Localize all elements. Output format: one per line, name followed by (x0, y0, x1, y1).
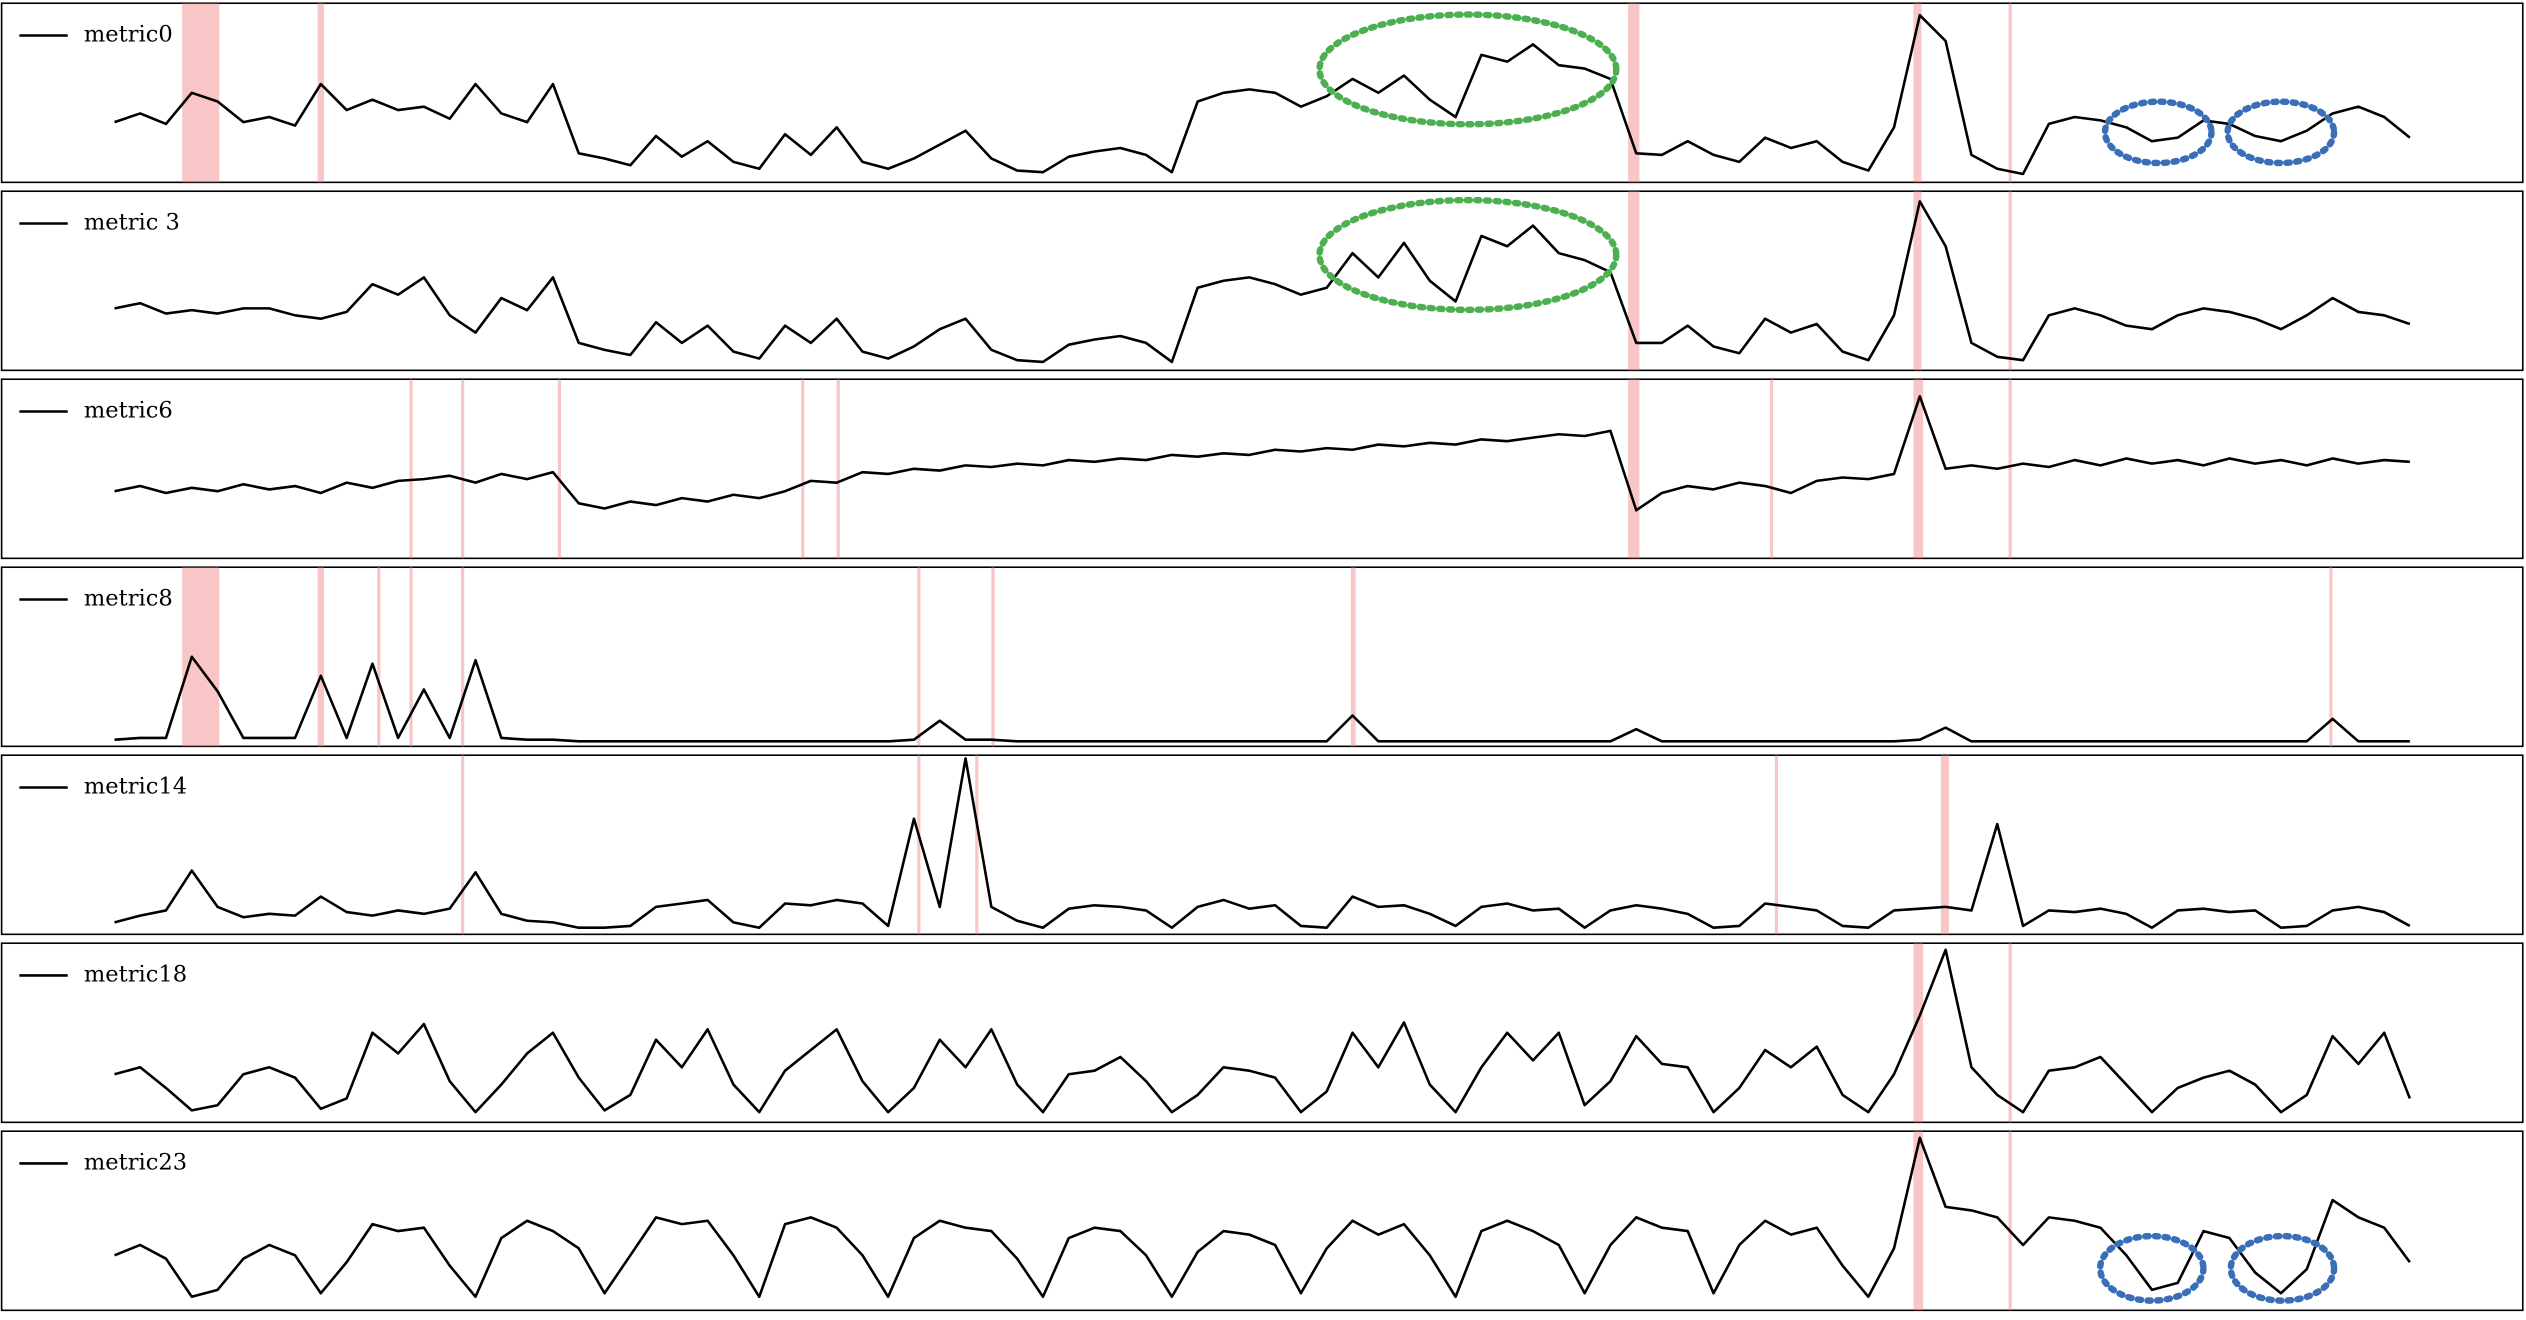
panel-frame (0, 1130, 2524, 1312)
anomaly-span (461, 755, 465, 935)
anomaly-span (317, 3, 325, 183)
anomaly-span (317, 567, 325, 747)
panel: metric6 (0, 378, 2524, 560)
anomaly-span (1628, 3, 1640, 183)
anomaly-span (1628, 379, 1640, 559)
series-line (114, 200, 2411, 364)
series-line (114, 757, 2411, 930)
anomaly-span (917, 755, 921, 935)
panel: metric0 (0, 2, 2524, 184)
anomaly-span (836, 379, 840, 559)
anomaly-span (409, 379, 413, 559)
anomaly-span (1774, 755, 1779, 935)
anomaly-span (1913, 1131, 1924, 1311)
highlight-ellipse (2227, 1232, 2338, 1304)
highlight-ellipse (2096, 1232, 2207, 1304)
anomaly-span (917, 567, 921, 747)
anomaly-span (801, 379, 805, 559)
anomaly-span (461, 567, 465, 747)
anomaly-span (2008, 191, 2012, 371)
panel-frame (0, 566, 2524, 748)
annotations (1316, 11, 2338, 1304)
anomaly-span (182, 3, 220, 183)
series-line (114, 1136, 2411, 1299)
panel-frame (0, 942, 2524, 1124)
series-line (114, 948, 2412, 1114)
legend-label: metric0 (84, 21, 173, 47)
legend-label: metric23 (84, 1149, 187, 1175)
anomaly-span (1913, 943, 1924, 1123)
anomaly-span (1350, 567, 1356, 747)
anomaly-span (1628, 191, 1640, 371)
anomaly-span (182, 567, 220, 747)
anomaly-span (557, 379, 561, 559)
legend-label: metric 3 (84, 209, 180, 235)
series-line (114, 395, 2410, 512)
legend-label: metric18 (84, 961, 187, 987)
anomaly-span (1913, 191, 1922, 371)
highlight-ellipse (2224, 98, 2338, 167)
anomaly-span (1769, 379, 1774, 559)
anomaly-span (2329, 567, 2333, 747)
legend-label: metric6 (84, 397, 173, 423)
legend-label: metric8 (84, 585, 173, 611)
panel-frame (0, 2, 2524, 184)
highlight-ellipse (1316, 11, 1620, 128)
panel: metric18 (0, 942, 2524, 1124)
panel: metric14 (0, 754, 2524, 936)
panel-frame (0, 754, 2524, 936)
anomaly-span (975, 755, 979, 935)
legend-label: metric14 (84, 773, 187, 799)
anomaly-span (2008, 1131, 2012, 1311)
anomaly-span (461, 379, 465, 559)
anomaly-span (377, 567, 381, 747)
panel: metric8 (0, 566, 2524, 748)
highlight-ellipse (1316, 196, 1620, 314)
anomaly-span (991, 567, 995, 747)
panel: metric23 (0, 1130, 2524, 1312)
highlight-ellipse (2101, 98, 2215, 167)
panel: metric 3 (0, 190, 2524, 372)
anomaly-span (2008, 943, 2012, 1123)
anomaly-span (2008, 379, 2012, 559)
anomaly-span (1913, 3, 1922, 183)
series-line (114, 655, 2410, 743)
series-line (114, 13, 2411, 176)
anomaly-span (409, 567, 413, 747)
anomaly-span (1940, 755, 1949, 935)
anomaly-span (2008, 3, 2012, 183)
anomaly-span (1913, 379, 1924, 559)
panel-frame (0, 378, 2524, 560)
